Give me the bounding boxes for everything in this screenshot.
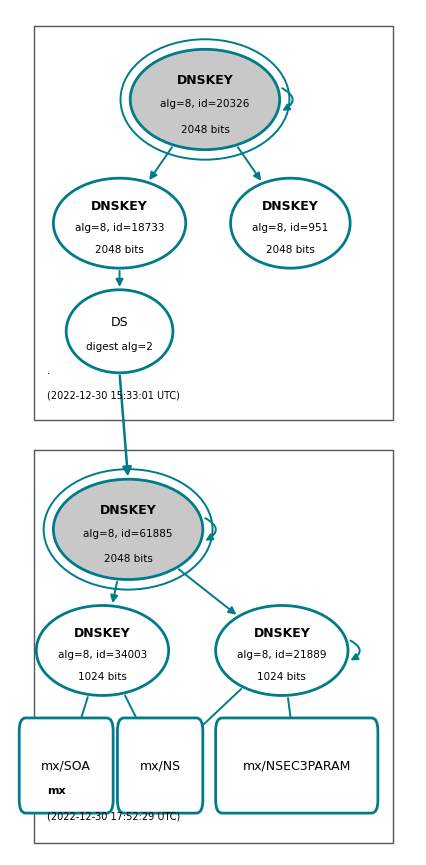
Text: DNSKEY: DNSKEY — [262, 200, 318, 213]
Text: (2022-12-30 15:33:01 UTC): (2022-12-30 15:33:01 UTC) — [47, 390, 179, 400]
Text: 2048 bits: 2048 bits — [95, 245, 144, 255]
FancyBboxPatch shape — [19, 718, 113, 813]
Ellipse shape — [66, 290, 173, 373]
Text: DS: DS — [110, 316, 128, 329]
Text: mx/NSEC3PARAM: mx/NSEC3PARAM — [242, 759, 350, 772]
Ellipse shape — [53, 178, 185, 268]
Ellipse shape — [215, 606, 347, 695]
Text: 1024 bits: 1024 bits — [78, 672, 127, 682]
Ellipse shape — [36, 606, 168, 695]
Text: 2048 bits: 2048 bits — [265, 245, 314, 255]
Text: DNSKEY: DNSKEY — [74, 627, 130, 640]
Text: 2048 bits: 2048 bits — [104, 554, 152, 565]
Text: DNSKEY: DNSKEY — [176, 74, 233, 86]
Text: 2048 bits: 2048 bits — [180, 125, 229, 135]
Text: (2022-12-30 17:52:29 UTC): (2022-12-30 17:52:29 UTC) — [47, 811, 180, 822]
Ellipse shape — [230, 178, 349, 268]
Text: mx/NS: mx/NS — [139, 759, 180, 772]
Text: alg=8, id=34003: alg=8, id=34003 — [58, 650, 147, 660]
Ellipse shape — [53, 479, 202, 580]
FancyArrowPatch shape — [205, 518, 216, 540]
Text: digest alg=2: digest alg=2 — [86, 342, 153, 352]
Text: DNSKEY: DNSKEY — [100, 503, 156, 516]
Text: alg=8, id=21889: alg=8, id=21889 — [236, 650, 326, 660]
FancyBboxPatch shape — [34, 450, 392, 843]
Text: alg=8, id=20326: alg=8, id=20326 — [160, 99, 249, 110]
Text: .: . — [47, 366, 50, 376]
FancyBboxPatch shape — [215, 718, 377, 813]
FancyArrowPatch shape — [350, 641, 359, 659]
Text: mx: mx — [47, 785, 66, 796]
FancyBboxPatch shape — [34, 26, 392, 420]
FancyBboxPatch shape — [117, 718, 202, 813]
Text: alg=8, id=61885: alg=8, id=61885 — [83, 529, 173, 540]
Text: alg=8, id=951: alg=8, id=951 — [252, 222, 328, 233]
Text: 1024 bits: 1024 bits — [257, 672, 305, 682]
Text: mx/SOA: mx/SOA — [41, 759, 91, 772]
Text: DNSKEY: DNSKEY — [91, 200, 147, 213]
Text: DNSKEY: DNSKEY — [253, 627, 309, 640]
FancyArrowPatch shape — [282, 88, 292, 110]
Ellipse shape — [130, 49, 279, 150]
Text: alg=8, id=18733: alg=8, id=18733 — [75, 222, 164, 233]
